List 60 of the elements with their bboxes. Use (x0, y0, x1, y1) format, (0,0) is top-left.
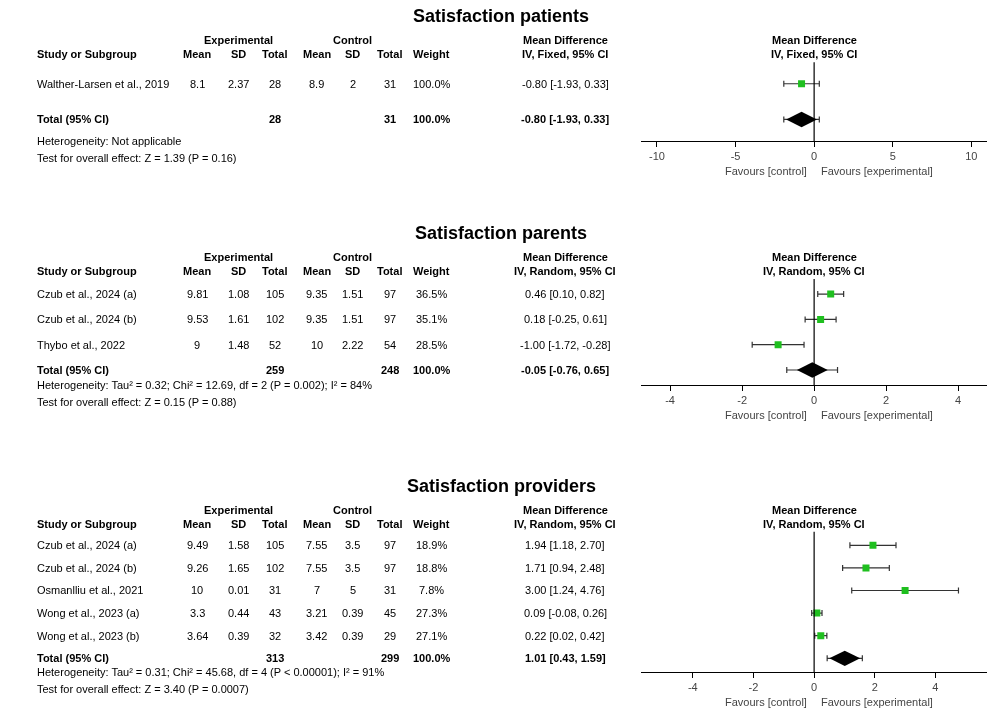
text: 3.64 0.39 32 3.42 0.39 29 27.1% 0.22 [0.02, 0.42] (187, 630, 605, 642)
chart-title: Satisfaction patients (413, 6, 590, 26)
chart-title: Satisfaction parents (415, 223, 588, 243)
text: 9.49 1.58 105 7.55 3.5 97 18.9% 1.94 [1.18, 2.70] (187, 539, 605, 551)
category-label: Wong et al., 2023 (a) (37, 607, 140, 619)
x-tick-label: 0 (811, 681, 818, 694)
x-tick-label: 5 (889, 150, 896, 163)
category-label: Total (95% CI) (37, 113, 109, 125)
text: Heterogeneity: Tau² = 0.32; Chi² = 12.69, df = 2 (P = 0.002); I² = 84% (37, 379, 373, 391)
text: 8.1 2.37 28 8.9 2 31 100.0% -0.80 [-1.93, 0.33] (190, 78, 609, 90)
text: 9 1.48 52 10 2.22 54 28.5% -1.00 [-1.72, -0.28] (194, 339, 611, 351)
text: 28 31 100.0% -0.80 [-1.93, 0.33] (269, 113, 610, 125)
text: Favours [experimental] (821, 409, 933, 421)
text: Test for overall effect: Z = 1.39 (P = 0.16) (37, 152, 237, 164)
text: Experimental Control Mean Difference Mean Difference (204, 504, 857, 516)
x-tick-label: 2 (883, 394, 890, 407)
x-tick-label: -2 (748, 681, 759, 694)
x-tick-label: -2 (737, 394, 747, 407)
category-label: Walther-Larsen et al., 2019 (37, 78, 170, 90)
text: Study or Subgroup Mean SD Total Mean SD Total Weight IV, Fixed, 95% CI IV, Fixed, 95% CI (37, 48, 858, 60)
text: 3.3 0.44 43 3.21 0.39 45 27.3% 0.09 [-0.08, 0.26] (190, 607, 608, 619)
category-label: Czub et al., 2024 (b) (37, 313, 137, 325)
chart-title: Satisfaction providers (407, 476, 597, 496)
category-label: Czub et al., 2024 (a) (37, 288, 137, 300)
x-tick-label: 0 (811, 150, 818, 163)
x-tick-label: 4 (955, 394, 962, 407)
text: Test for overall effect: Z = 0.15 (P = 0.88) (37, 396, 237, 408)
text: Study or Subgroup Mean SD Total Mean SD Total Weight IV, Random, 95% CI IV, Random, 95% CI (37, 518, 865, 530)
text: Favours [experimental] (821, 696, 933, 708)
text: 9.26 1.65 102 7.55 3.5 97 18.8% 1.71 [0.94, 2.48] (187, 562, 605, 574)
text: Favours [control] (725, 165, 807, 177)
x-tick-label: -5 (730, 150, 741, 163)
category-label: Total (95% CI) (37, 364, 109, 376)
text: Favours [experimental] (821, 165, 933, 177)
text: Heterogeneity: Not applicable (37, 135, 182, 147)
x-tick-label: -10 (649, 150, 665, 163)
x-tick-label: 2 (871, 681, 878, 694)
text: Favours [control] (725, 696, 807, 708)
text: Study or Subgroup Mean SD Total Mean SD Total Weight IV, Random, 95% CI IV, Random, 95% CI (37, 265, 865, 277)
text: 9.81 1.08 105 9.35 1.51 97 36.5% 0.46 [0.10, 0.82] (187, 288, 605, 300)
category-label: Wong et al., 2023 (b) (37, 630, 140, 642)
category-label: Osmanlliu et al., 2021 (37, 584, 144, 596)
category-label: Total (95% CI) (37, 652, 109, 664)
text: Heterogeneity: Tau² = 0.31; Chi² = 45.68, df = 4 (P < 0.00001); I² = 91% (37, 666, 385, 678)
x-tick-label: 4 (932, 681, 939, 694)
text: 313 299 100.0% 1.01 [0.43, 1.59] (266, 652, 606, 664)
x-tick-label: -4 (687, 681, 698, 694)
text: 9.53 1.61 102 9.35 1.51 97 35.1% 0.18 [-0.25, 0.61] (187, 313, 608, 325)
text: Favours [control] (725, 409, 807, 421)
category-label: Czub et al., 2024 (a) (37, 539, 137, 551)
text: Experimental Control Mean Difference Mean Difference (204, 251, 857, 263)
text: 259 248 100.0% -0.05 [-0.76, 0.65] (266, 364, 610, 376)
x-tick-label: 0 (811, 394, 818, 407)
category-label: Thybo et al., 2022 (37, 339, 126, 351)
text: 10 0.01 31 7 5 31 7.8% 3.00 [1.24, 4.76] (191, 584, 605, 596)
category-label: Czub et al., 2024 (b) (37, 562, 137, 574)
text: Experimental Control Mean Difference Mean Difference (204, 34, 857, 46)
x-tick-label: -4 (665, 394, 675, 407)
text: Test for overall effect: Z = 3.40 (P = 0.0007) (37, 683, 249, 695)
x-tick-label: 10 (965, 150, 978, 163)
